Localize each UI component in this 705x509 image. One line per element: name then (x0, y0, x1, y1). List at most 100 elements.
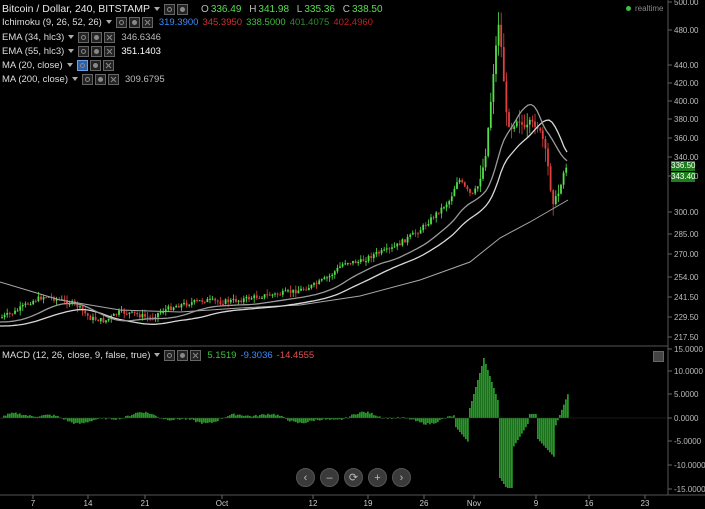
candle-body (235, 298, 237, 302)
eye-icon[interactable] (82, 73, 93, 85)
macd-bar (45, 414, 47, 418)
eye-icon[interactable] (78, 31, 90, 43)
chevron-down-icon[interactable] (68, 35, 75, 39)
eye-icon[interactable] (78, 45, 90, 57)
close-icon[interactable] (102, 59, 114, 71)
indicator-value: 346.6346 (121, 31, 161, 43)
macd-bar (345, 417, 347, 418)
candle-body (89, 315, 92, 321)
macd-tick-label: -10.0000 (674, 461, 705, 470)
candle-body (68, 303, 71, 305)
candlestick-series (1, 12, 568, 324)
chevron-down-icon[interactable] (66, 63, 73, 67)
candle-body (276, 293, 279, 295)
eye-icon[interactable] (164, 3, 176, 15)
gear-icon[interactable] (177, 349, 189, 361)
scroll-right-button[interactable]: › (392, 468, 411, 487)
indicator-name[interactable]: MA (20, close) (2, 59, 63, 71)
close-icon[interactable] (104, 45, 116, 57)
ema34-line (0, 103, 568, 323)
indicator-name[interactable]: MA (200, close) (2, 73, 68, 85)
close-icon[interactable] (108, 73, 119, 85)
macd-tick-label: 0.0000 (674, 414, 699, 423)
macd-bar (485, 364, 487, 418)
macd-bar (239, 414, 241, 418)
macd-bar (459, 418, 461, 432)
macd-bar (181, 418, 183, 420)
macd-bar (77, 418, 79, 423)
macd-bar (455, 418, 457, 428)
gear-icon[interactable] (91, 31, 103, 43)
candle-body (105, 320, 107, 323)
macd-bar (555, 418, 557, 426)
candle-body (370, 256, 373, 259)
macd-bar (245, 415, 247, 418)
indicator-name[interactable]: EMA (55, hlc3) (2, 45, 65, 57)
candle-body (211, 298, 214, 300)
macd-bar (249, 415, 251, 418)
reset-chart-button[interactable]: ⟳ (344, 468, 363, 487)
macd-bar (95, 418, 97, 420)
candle-body (307, 287, 310, 291)
gear-icon[interactable] (177, 3, 189, 15)
candle-body (349, 263, 352, 265)
candle-body (417, 233, 419, 235)
close-icon[interactable] (141, 16, 153, 28)
macd-bar (137, 412, 139, 418)
macd-bar (353, 414, 355, 418)
zoom-out-button[interactable]: – (320, 468, 339, 487)
chevron-down-icon[interactable] (68, 49, 75, 53)
macd-bar (185, 418, 187, 420)
candle-body (328, 276, 331, 278)
gear-icon[interactable] (91, 45, 103, 57)
candle-body (505, 81, 508, 113)
indicator-ema55: EMA (55, hlc3) 351.1403 (2, 44, 161, 58)
chevron-down-icon[interactable] (154, 7, 161, 11)
macd-bar (431, 418, 433, 423)
zoom-in-button[interactable]: + (368, 468, 387, 487)
macd-bar (375, 415, 377, 418)
symbol-title[interactable]: Bitcoin / Dollar, 240, BITSTAMP (2, 3, 151, 15)
candle-body (6, 313, 9, 315)
candle-body (86, 313, 89, 316)
candle-body (552, 190, 555, 205)
indicator-name[interactable]: Ichimoku (9, 26, 52, 26) (2, 16, 102, 28)
macd-bar (87, 418, 89, 423)
candle-body (471, 192, 474, 194)
candle-body (352, 260, 354, 264)
macd-bar (9, 413, 11, 418)
chevron-down-icon[interactable] (154, 353, 161, 357)
candle-body (146, 316, 149, 318)
candle-body (131, 311, 133, 313)
macd-bar (435, 418, 437, 424)
macd-bar (211, 418, 213, 423)
eye-icon[interactable] (164, 349, 176, 361)
chevron-down-icon[interactable] (105, 20, 112, 24)
gear-icon[interactable] (128, 16, 140, 28)
gear-icon[interactable] (89, 59, 101, 71)
pane-menu-button[interactable] (653, 351, 664, 362)
close-icon[interactable] (104, 31, 116, 43)
candle-body (123, 309, 126, 314)
indicator-name[interactable]: MACD (12, 26, close, 9, false, true) (2, 349, 151, 361)
eye-icon[interactable] (115, 16, 127, 28)
scroll-left-button[interactable]: ‹ (296, 468, 315, 487)
candle-body (497, 24, 500, 46)
macd-bar (209, 418, 211, 423)
close-icon[interactable] (190, 349, 202, 361)
chevron-down-icon[interactable] (72, 77, 78, 81)
indicator-name[interactable]: EMA (34, hlc3) (2, 31, 65, 43)
gear-icon[interactable] (95, 73, 106, 85)
macd-bar (217, 418, 219, 422)
histogram-value: -14.4555 (276, 349, 315, 361)
macd-bar (135, 412, 137, 418)
candle-body (398, 243, 401, 246)
indicator-ma200: MA (200, close) 309.6795 (2, 72, 165, 86)
candle-body (448, 201, 451, 205)
candle-body (73, 300, 76, 303)
eye-icon[interactable] (76, 59, 88, 71)
candle-body (183, 302, 185, 305)
realtime-indicator: realtime (626, 4, 663, 13)
candle-body (336, 267, 339, 272)
